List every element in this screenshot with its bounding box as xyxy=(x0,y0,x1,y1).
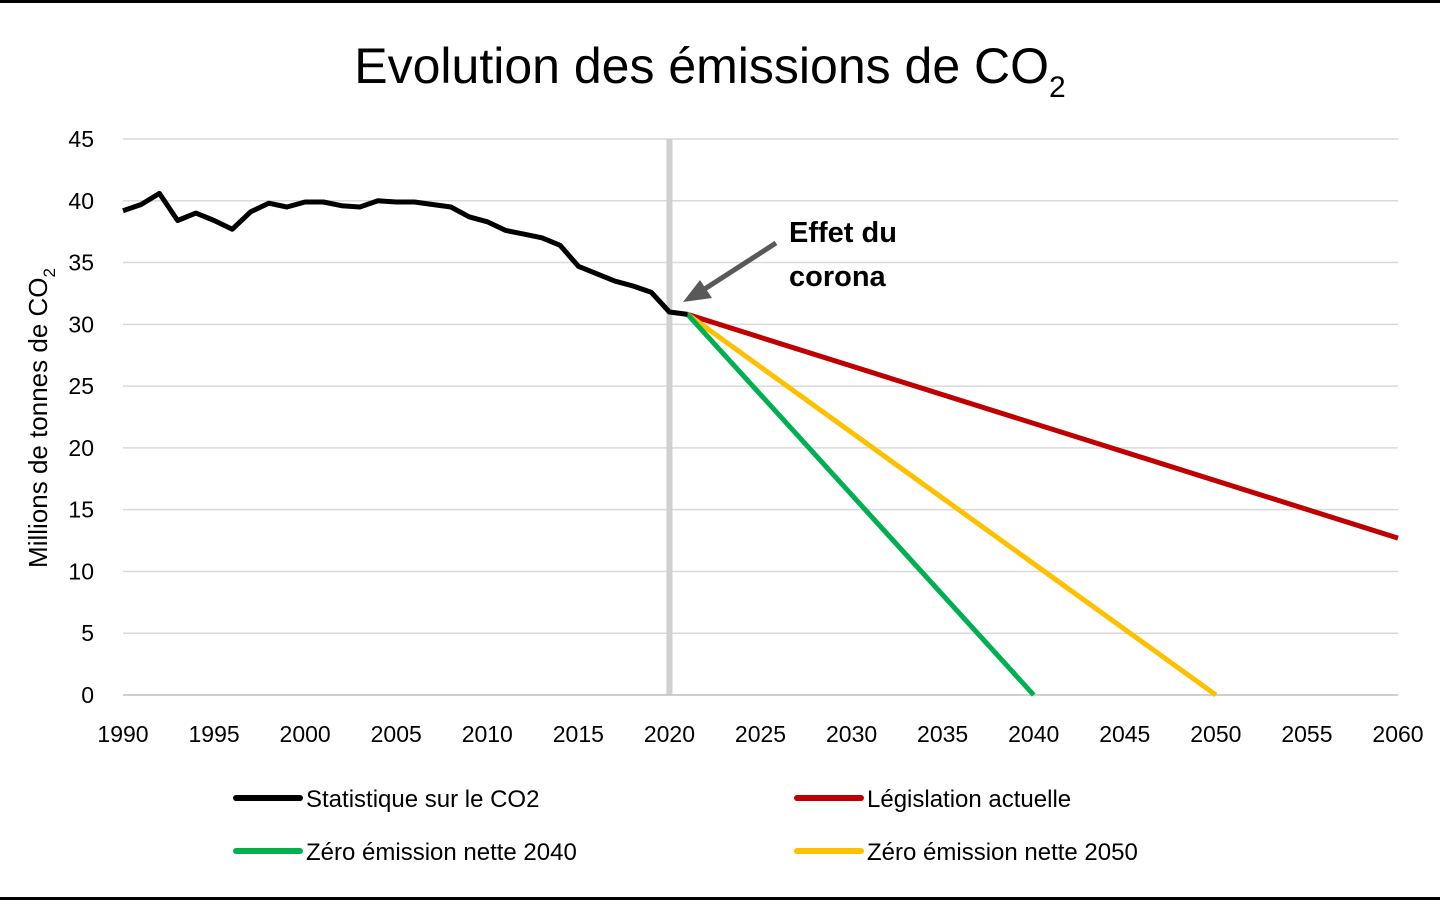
x-tick-label: 2050 xyxy=(1190,721,1241,747)
x-tick-label: 2025 xyxy=(735,721,786,747)
x-tick-label: 2060 xyxy=(1372,721,1423,747)
corona-annotation: Effet du corona xyxy=(683,217,897,302)
legend-label: Zéro émission nette 2050 xyxy=(867,839,1138,866)
x-tick-label: 1990 xyxy=(97,721,148,747)
y-tick-label: 0 xyxy=(81,682,94,708)
annotation-arrow xyxy=(698,240,778,295)
y-tick-label: 35 xyxy=(68,250,94,276)
y-tick-label: 20 xyxy=(68,435,94,461)
x-tick-label: 2045 xyxy=(1099,721,1150,747)
x-tick-label: 2015 xyxy=(553,721,604,747)
legend-label: Statistique sur le CO2 xyxy=(306,786,539,813)
bottom-border xyxy=(0,897,1440,900)
y-tick-label: 5 xyxy=(81,620,94,646)
vertical-marker-2020 xyxy=(666,139,673,695)
chart-title-text: Evolution des émissions de CO xyxy=(354,38,1049,94)
y-axis-label-text: Millions de tonnes de CO xyxy=(23,277,53,567)
x-axis-ticks: 1990 1995 2000 2005 2010 2015 2020 2025 2030 2035… xyxy=(97,721,1423,747)
series-line-z-ro-mission-nette-2050 xyxy=(686,312,1218,698)
x-tick-label: 2020 xyxy=(644,721,695,747)
x-tick-label: 2005 xyxy=(371,721,422,747)
annotation-line-1: Effet du xyxy=(789,217,897,249)
x-tick-label: 2055 xyxy=(1281,721,1332,747)
y-tick-label: 10 xyxy=(68,558,94,584)
annotation-line-2: corona xyxy=(789,261,887,293)
y-tick-label: 25 xyxy=(68,373,94,399)
series-line-l-gislation-actuelle xyxy=(686,312,1399,541)
y-axis-label: Millions de tonnes de CO2 xyxy=(23,268,59,568)
series-lines xyxy=(122,190,1399,698)
y-axis-label-subscript: 2 xyxy=(40,268,59,277)
y-tick-label: 40 xyxy=(68,188,94,214)
series-line-statistique-sur-le-co2 xyxy=(122,190,688,317)
x-tick-label: 1995 xyxy=(188,721,239,747)
legend-label: Zéro émission nette 2040 xyxy=(306,839,577,866)
y-tick-label: 15 xyxy=(68,497,94,523)
top-border xyxy=(0,0,1440,3)
legend-label: Législation actuelle xyxy=(867,786,1071,813)
y-tick-label: 45 xyxy=(68,126,94,152)
x-tick-label: 2010 xyxy=(462,721,513,747)
chart-title-subscript: 2 xyxy=(1049,71,1066,104)
y-tick-label: 30 xyxy=(68,311,94,337)
legend: Statistique sur le CO2 Législation actuel… xyxy=(233,786,1138,866)
chart-title: Evolution des émissions de CO2 xyxy=(354,38,1065,104)
series-line-z-ro-mission-nette-2040 xyxy=(685,312,1036,697)
x-tick-label: 2030 xyxy=(826,721,877,747)
annotation-arrow-head xyxy=(683,280,712,302)
x-tick-label: 2035 xyxy=(917,721,968,747)
x-tick-label: 2040 xyxy=(1008,721,1059,747)
gridlines xyxy=(123,138,1398,634)
y-axis-ticks: 0 5 10 15 20 25 30 35 40 45 xyxy=(68,126,94,708)
x-tick-label: 2000 xyxy=(280,721,331,747)
